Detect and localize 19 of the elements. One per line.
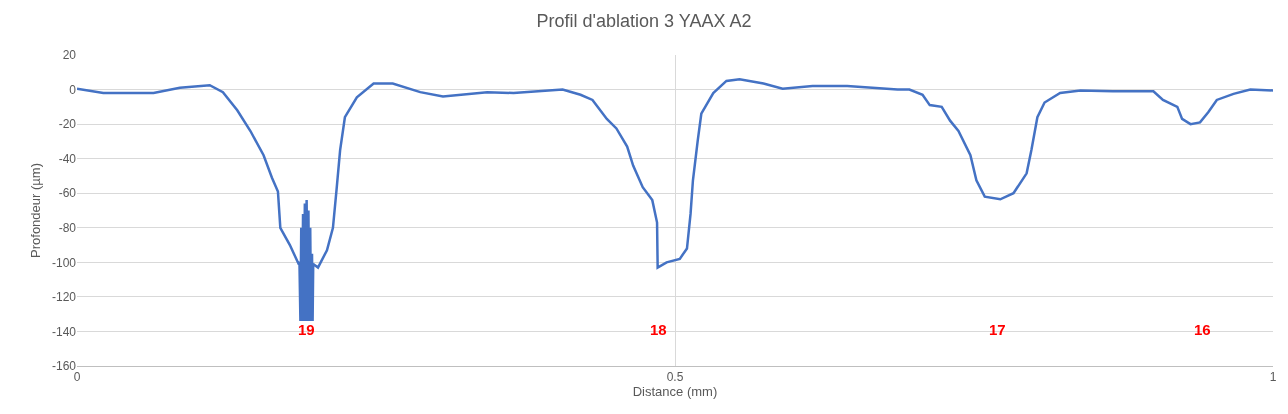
x-tick-label: 0.5 — [666, 370, 684, 385]
y-tick-label: -120 — [51, 290, 77, 305]
x-tick-label: 1 — [1269, 370, 1277, 385]
y-tick-label: -100 — [51, 255, 77, 270]
y-tick-label: 0 — [69, 82, 77, 97]
y-tick-label: -60 — [58, 186, 77, 201]
annotation: 19 — [298, 321, 315, 338]
y-tick-label: -80 — [58, 220, 77, 235]
chart-title: Profil d'ablation 3 YAAX A2 — [536, 11, 752, 32]
y-tick-label: -140 — [51, 324, 77, 339]
annotation: 18 — [650, 321, 667, 338]
annotation: 17 — [989, 321, 1006, 338]
y-tick-label: -40 — [58, 151, 77, 166]
line-series — [77, 77, 1273, 323]
y-axis-title: Profondeur (µm) — [27, 163, 43, 258]
x-axis-title: Distance (mm) — [632, 384, 718, 400]
y-tick-label: 20 — [62, 48, 77, 63]
annotation: 16 — [1194, 321, 1211, 338]
y-tick-label: -20 — [58, 117, 77, 132]
